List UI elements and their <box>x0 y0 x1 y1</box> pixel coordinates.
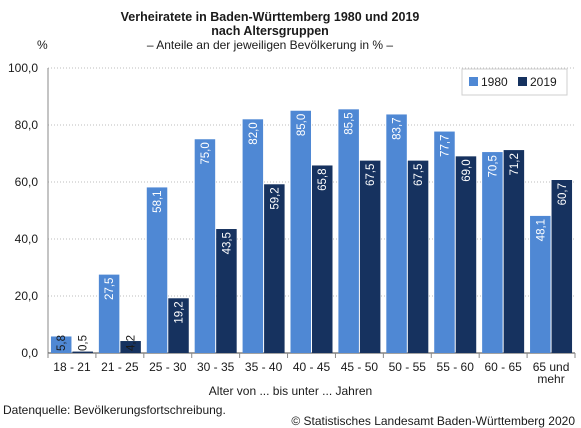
bar-1980 <box>242 119 264 353</box>
x-tick-label: 30 - 35 <box>197 360 235 374</box>
bar-2019 <box>216 229 237 353</box>
x-axis-title: Alter von ... bis unter ... Jahren <box>208 384 373 398</box>
bar-1980 <box>530 215 551 353</box>
x-tick-label: 50 - 55 <box>389 360 427 374</box>
y-axis-unit: % <box>37 38 48 52</box>
y-tick-label: 20,0 <box>15 289 39 303</box>
legend-label: 1980 <box>481 75 508 89</box>
data-label: 85,0 <box>296 114 308 136</box>
x-tick-label: 25 - 30 <box>149 360 187 374</box>
data-label: 69,0 <box>461 159 473 181</box>
bar-1980 <box>50 336 72 353</box>
chart-title-line2: nach Altersgruppen <box>211 24 329 38</box>
x-tick-label: 65 und <box>533 360 570 374</box>
bar-2019 <box>264 184 285 353</box>
x-tick-label: 40 - 45 <box>293 360 331 374</box>
chart-title-block: Verheiratete in Baden-Württemberg 1980 u… <box>0 10 540 53</box>
bar-2019 <box>120 341 141 353</box>
data-label: 58,1 <box>152 190 164 212</box>
bar-2019 <box>503 150 525 353</box>
data-label: 67,5 <box>365 164 377 186</box>
data-label: 27,5 <box>104 278 116 300</box>
y-tick-label: 80,0 <box>15 118 39 132</box>
x-tick-label: 35 - 40 <box>245 360 283 374</box>
x-tick-label: 21 - 25 <box>101 360 139 374</box>
data-label: 85,5 <box>344 112 356 134</box>
chart-title: Verheiratete in Baden-Württemberg 1980 u… <box>120 10 420 24</box>
bar-1980 <box>98 274 120 353</box>
bar-1980 <box>386 114 407 353</box>
data-label: 48,1 <box>535 219 547 241</box>
x-tick-label: mehr <box>537 372 564 386</box>
x-tick-label: 18 - 21 <box>53 360 91 374</box>
y-tick-label: 40,0 <box>15 232 39 246</box>
data-label: 70,5 <box>487 155 499 177</box>
bar-1980 <box>338 109 359 353</box>
legend-box <box>461 68 568 96</box>
bar-2019 <box>72 351 93 353</box>
copyright-note: © Statistisches Landesamt Baden-Württemb… <box>291 414 575 428</box>
data-source-note: Datenquelle: Bevölkerungsfortschreibung. <box>3 403 226 417</box>
data-label: 75,0 <box>200 142 212 164</box>
data-label: 0,5 <box>78 335 90 351</box>
data-label: 59,2 <box>269 187 281 209</box>
bar-1980 <box>146 187 168 353</box>
data-label: 19,2 <box>174 301 186 323</box>
legend-swatch-2019 <box>518 77 527 86</box>
chart-subtitle: – Anteile an der jeweiligen Bevölkerung … <box>146 38 394 52</box>
data-label: 77,7 <box>439 135 451 157</box>
x-tick-label: 55 - 60 <box>437 360 475 374</box>
data-label: 4,2 <box>126 335 138 351</box>
legend-label: 2019 <box>530 75 557 89</box>
bar-2019 <box>407 160 429 353</box>
bar-1980 <box>290 110 311 353</box>
bar-2019 <box>455 156 477 353</box>
data-label: 65,8 <box>317 168 329 190</box>
bar-2019 <box>312 165 333 353</box>
bar-1980 <box>482 152 503 353</box>
x-tick-label: 60 - 65 <box>484 360 522 374</box>
bar-2019 <box>551 180 573 353</box>
bar-1980 <box>194 139 216 353</box>
bar-1980 <box>434 131 455 353</box>
data-label: 83,7 <box>392 117 404 139</box>
data-label: 43,5 <box>221 232 233 254</box>
bar-2019 <box>359 160 381 353</box>
x-tick-label: 45 - 50 <box>341 360 379 374</box>
data-label: 5,8 <box>56 335 68 351</box>
data-label: 71,2 <box>509 153 521 175</box>
legend-swatch-1980 <box>469 77 478 86</box>
data-label: 67,5 <box>413 164 425 186</box>
data-label: 60,7 <box>557 183 569 205</box>
bar-2019 <box>168 298 189 353</box>
y-tick-label: 100,0 <box>8 61 38 75</box>
y-tick-label: 0,0 <box>21 346 38 360</box>
data-label: 82,0 <box>248 122 260 144</box>
y-tick-label: 60,0 <box>15 175 39 189</box>
